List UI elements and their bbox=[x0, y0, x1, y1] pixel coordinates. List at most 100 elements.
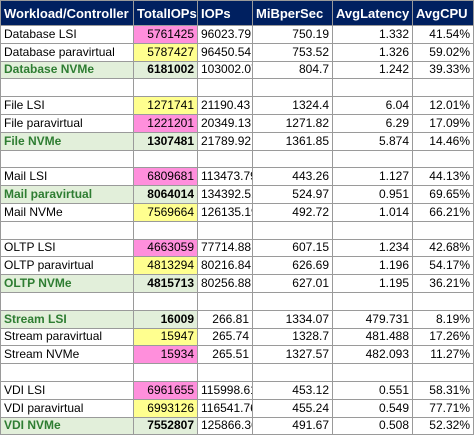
avg-cpu-cell: 17.09% bbox=[412, 113, 474, 133]
avg-latency-cell: 1.014 bbox=[332, 202, 413, 222]
table-row: VDI paravirtual 6993126 116541.76 455.24 0.5… bbox=[0, 398, 474, 418]
workload-name-cell: Stream NVMe bbox=[0, 345, 134, 365]
total-iops-cell: 7569664 bbox=[133, 202, 198, 222]
mib-per-sec-cell: 1271.82 bbox=[252, 113, 333, 133]
avg-latency-cell: 1.234 bbox=[332, 238, 413, 258]
total-iops-cell: 6809681 bbox=[133, 167, 198, 187]
table-row: OLTP NVMe 4815713 80256.88 627.01 1.195 36.21… bbox=[0, 274, 474, 293]
empty-cell bbox=[332, 291, 413, 311]
empty-cell bbox=[332, 149, 413, 169]
avg-cpu-cell: 11.27% bbox=[412, 345, 474, 365]
avg-cpu-cell: 59.02% bbox=[412, 42, 474, 62]
avg-latency-cell: 481.488 bbox=[332, 327, 413, 347]
table-row: Stream NVMe 15934 265.51 1327.57 482.093 11.2… bbox=[0, 345, 474, 365]
workload-name-cell: Stream LSI bbox=[0, 309, 134, 329]
avg-cpu-cell: 8.19% bbox=[412, 309, 474, 329]
workload-name-cell: File NVMe bbox=[0, 131, 134, 151]
empty-cell bbox=[0, 363, 134, 382]
avg-cpu-cell: 58.31% bbox=[412, 380, 474, 400]
empty-cell bbox=[197, 363, 253, 382]
avg-latency-cell: 0.551 bbox=[332, 380, 413, 400]
avg-cpu-cell: 42.68% bbox=[412, 238, 474, 258]
mib-per-sec-cell: 804.7 bbox=[252, 60, 333, 80]
avg-latency-cell: 479.731 bbox=[332, 309, 413, 329]
workload-name-cell: VDI LSI bbox=[0, 380, 134, 400]
avg-latency-cell: 1.195 bbox=[332, 274, 413, 293]
mib-per-sec-cell: 753.52 bbox=[252, 42, 333, 62]
empty-cell bbox=[412, 220, 474, 240]
workload-name-cell: Database LSI bbox=[0, 25, 134, 44]
iops-cell: 80256.88 bbox=[197, 274, 253, 293]
mib-per-sec-cell: 1324.4 bbox=[252, 96, 333, 115]
avg-latency-cell: 1.326 bbox=[332, 42, 413, 62]
empty-cell bbox=[0, 78, 134, 98]
header-workload-controller: Workload/Controller bbox=[0, 0, 134, 26]
total-iops-cell: 16009 bbox=[133, 309, 198, 329]
table-row: OLTP paravirtual 4813294 80216.84 626.69 1.1… bbox=[0, 256, 474, 276]
header-mib-per-sec: MiBperSec bbox=[252, 0, 333, 26]
avg-latency-cell: 6.04 bbox=[332, 96, 413, 115]
avg-cpu-cell: 12.01% bbox=[412, 96, 474, 115]
table-row: Stream LSI 16009 266.81 1334.07 479.731 8.19% bbox=[0, 309, 474, 329]
avg-latency-cell: 482.093 bbox=[332, 345, 413, 365]
iops-cell: 113473.79 bbox=[197, 167, 253, 187]
avg-latency-cell: 1.196 bbox=[332, 256, 413, 276]
empty-cell bbox=[412, 291, 474, 311]
table-row: Database LSI 5761425 96023.79 750.19 1.332 41… bbox=[0, 25, 474, 44]
mib-per-sec-cell: 626.69 bbox=[252, 256, 333, 276]
table-row: OLTP LSI 4663059 77714.88 607.15 1.234 42.68% bbox=[0, 238, 474, 258]
iops-cell: 103002.07 bbox=[197, 60, 253, 80]
avg-cpu-cell: 66.21% bbox=[412, 202, 474, 222]
mib-per-sec-cell: 492.72 bbox=[252, 202, 333, 222]
empty-cell bbox=[133, 78, 198, 98]
empty-cell bbox=[133, 363, 198, 382]
total-iops-cell: 5787427 bbox=[133, 42, 198, 62]
iops-cell: 265.74 bbox=[197, 327, 253, 347]
table-row: Database NVMe 6181002 103002.07 804.7 1.242 3… bbox=[0, 60, 474, 80]
avg-cpu-cell: 77.71% bbox=[412, 398, 474, 418]
table-row: Mail LSI 6809681 113473.79 443.26 1.127 44.13… bbox=[0, 167, 474, 187]
workload-name-cell: Database NVMe bbox=[0, 60, 134, 80]
empty-cell bbox=[197, 220, 253, 240]
mib-per-sec-cell: 443.26 bbox=[252, 167, 333, 187]
mib-per-sec-cell: 1361.85 bbox=[252, 131, 333, 151]
iops-cell: 21789.92 bbox=[197, 131, 253, 151]
empty-cell bbox=[332, 220, 413, 240]
avg-latency-cell: 6.29 bbox=[332, 113, 413, 133]
iops-cell: 77714.88 bbox=[197, 238, 253, 258]
total-iops-cell: 15934 bbox=[133, 345, 198, 365]
mib-per-sec-cell: 750.19 bbox=[252, 25, 333, 44]
workload-name-cell: OLTP paravirtual bbox=[0, 256, 134, 276]
empty-cell bbox=[252, 291, 333, 311]
empty-cell bbox=[412, 149, 474, 169]
table-row: Database paravirtual 5787427 96450.54 753.5… bbox=[0, 42, 474, 62]
avg-latency-cell: 5.874 bbox=[332, 131, 413, 151]
empty-cell bbox=[197, 291, 253, 311]
workload-name-cell: Mail NVMe bbox=[0, 202, 134, 222]
iops-cell: 116541.76 bbox=[197, 398, 253, 418]
iops-cell: 21190.43 bbox=[197, 96, 253, 115]
workload-name-cell: VDI paravirtual bbox=[0, 398, 134, 418]
header-avg-latency: AvgLatency bbox=[332, 0, 413, 26]
avg-cpu-cell: 36.21% bbox=[412, 274, 474, 293]
mib-per-sec-cell: 1328.7 bbox=[252, 327, 333, 347]
total-iops-cell: 1307481 bbox=[133, 131, 198, 151]
empty-cell bbox=[0, 291, 134, 311]
avg-cpu-cell: 44.13% bbox=[412, 167, 474, 187]
avg-cpu-cell: 69.65% bbox=[412, 185, 474, 204]
total-iops-cell: 1271741 bbox=[133, 96, 198, 115]
iops-cell: 265.51 bbox=[197, 345, 253, 365]
header-avg-cpu: AvgCPU bbox=[412, 0, 474, 26]
total-iops-cell: 6993126 bbox=[133, 398, 198, 418]
total-iops-cell: 4815713 bbox=[133, 274, 198, 293]
empty-cell bbox=[412, 363, 474, 382]
table-row: File LSI 1271741 21190.43 1324.4 6.04 12.01% bbox=[0, 96, 474, 115]
table-row: File paravirtual 1221201 20349.13 1271.82 6.… bbox=[0, 113, 474, 133]
empty-cell bbox=[252, 78, 333, 98]
workload-name-cell: File paravirtual bbox=[0, 113, 134, 133]
spacer-row bbox=[0, 149, 474, 169]
workload-name-cell: Stream paravirtual bbox=[0, 327, 134, 347]
avg-cpu-cell: 41.54% bbox=[412, 25, 474, 44]
empty-cell bbox=[252, 149, 333, 169]
